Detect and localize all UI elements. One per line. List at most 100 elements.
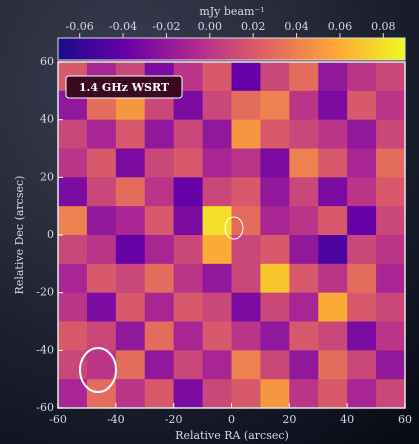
cell — [231, 177, 261, 207]
cell — [202, 235, 232, 265]
cell — [260, 263, 290, 294]
cell — [289, 148, 319, 178]
cell — [318, 292, 348, 322]
cell — [173, 379, 204, 409]
cell — [318, 206, 348, 236]
cell — [260, 379, 290, 409]
cell — [376, 148, 406, 178]
cell — [115, 119, 146, 149]
cell — [376, 119, 406, 149]
cell — [289, 235, 319, 265]
cell — [347, 119, 377, 149]
cell — [231, 321, 261, 351]
cell — [260, 321, 290, 351]
cell — [347, 350, 377, 380]
cell — [202, 263, 232, 294]
cell — [58, 177, 88, 207]
cell — [231, 235, 261, 265]
cell — [289, 263, 319, 294]
cell — [231, 148, 261, 178]
cell — [115, 177, 146, 207]
cell — [289, 350, 319, 380]
cell — [347, 379, 377, 409]
cell — [376, 292, 406, 322]
x-tick-label: -20 — [165, 413, 183, 426]
x-tick-label: -60 — [49, 413, 67, 426]
y-tick-label: 0 — [47, 228, 54, 241]
x-tick-label: 60 — [398, 413, 412, 426]
cell — [144, 263, 175, 294]
cell — [289, 292, 319, 322]
cell — [347, 148, 377, 178]
cell — [376, 206, 406, 236]
x-tick-label: -40 — [107, 413, 125, 426]
cell — [347, 235, 377, 265]
cell — [318, 321, 348, 351]
cell — [289, 321, 319, 351]
cell — [376, 235, 406, 265]
cell — [115, 263, 146, 294]
cell — [173, 321, 204, 351]
cell — [202, 62, 232, 92]
cell — [376, 263, 406, 294]
cell — [289, 177, 319, 207]
cell — [376, 177, 406, 207]
cell — [144, 177, 175, 207]
cell — [376, 350, 406, 380]
cell — [376, 321, 406, 351]
colorbar-tick-label: -0.02 — [152, 20, 180, 33]
cell — [202, 119, 232, 149]
cell — [173, 263, 204, 294]
colorbar — [57, 37, 406, 61]
cell — [231, 119, 261, 149]
cell — [202, 177, 232, 207]
cell — [347, 62, 377, 92]
chart-title: 1.4 GHz WSRT — [79, 81, 170, 94]
cell — [231, 379, 261, 409]
cell — [231, 206, 261, 236]
cell — [86, 321, 117, 351]
cell — [144, 321, 175, 351]
cell — [115, 321, 146, 351]
cell — [347, 90, 377, 121]
cell — [144, 350, 175, 380]
cell — [260, 235, 290, 265]
cell — [318, 235, 348, 265]
cell — [260, 206, 290, 236]
cell — [318, 62, 348, 92]
cell — [347, 321, 377, 351]
cell — [173, 350, 204, 380]
x-axis-title: Relative RA (arcsec) — [175, 429, 289, 442]
cell — [260, 62, 290, 92]
cell — [347, 292, 377, 322]
cell — [58, 350, 88, 380]
cell — [347, 263, 377, 294]
cell — [289, 62, 319, 92]
colorbar-tick-label: 0.00 — [198, 20, 223, 33]
cell — [58, 321, 88, 351]
map — [58, 62, 406, 409]
y-tick-label: -40 — [36, 343, 54, 356]
cell — [86, 292, 117, 322]
cell — [173, 148, 204, 178]
cell — [231, 90, 261, 121]
cell — [202, 148, 232, 178]
colorbar-tick-label: 0.06 — [328, 20, 353, 33]
cell — [202, 379, 232, 409]
cell — [58, 119, 88, 149]
y-axis-title: Relative Dec (arcsec) — [13, 176, 26, 295]
cell — [289, 90, 319, 121]
y-tick-label: -60 — [36, 401, 54, 414]
cell — [144, 148, 175, 178]
cell — [173, 177, 204, 207]
cell — [115, 148, 146, 178]
cell — [144, 292, 175, 322]
colorbar-tick-label: -0.04 — [109, 20, 137, 33]
colorbar-tick-label: 0.04 — [284, 20, 309, 33]
cell — [231, 350, 261, 380]
cell — [86, 177, 117, 207]
cell — [318, 350, 348, 380]
colorbar-label: mJy beam⁻¹ — [199, 5, 264, 18]
cell — [144, 235, 175, 265]
cell — [58, 235, 88, 265]
